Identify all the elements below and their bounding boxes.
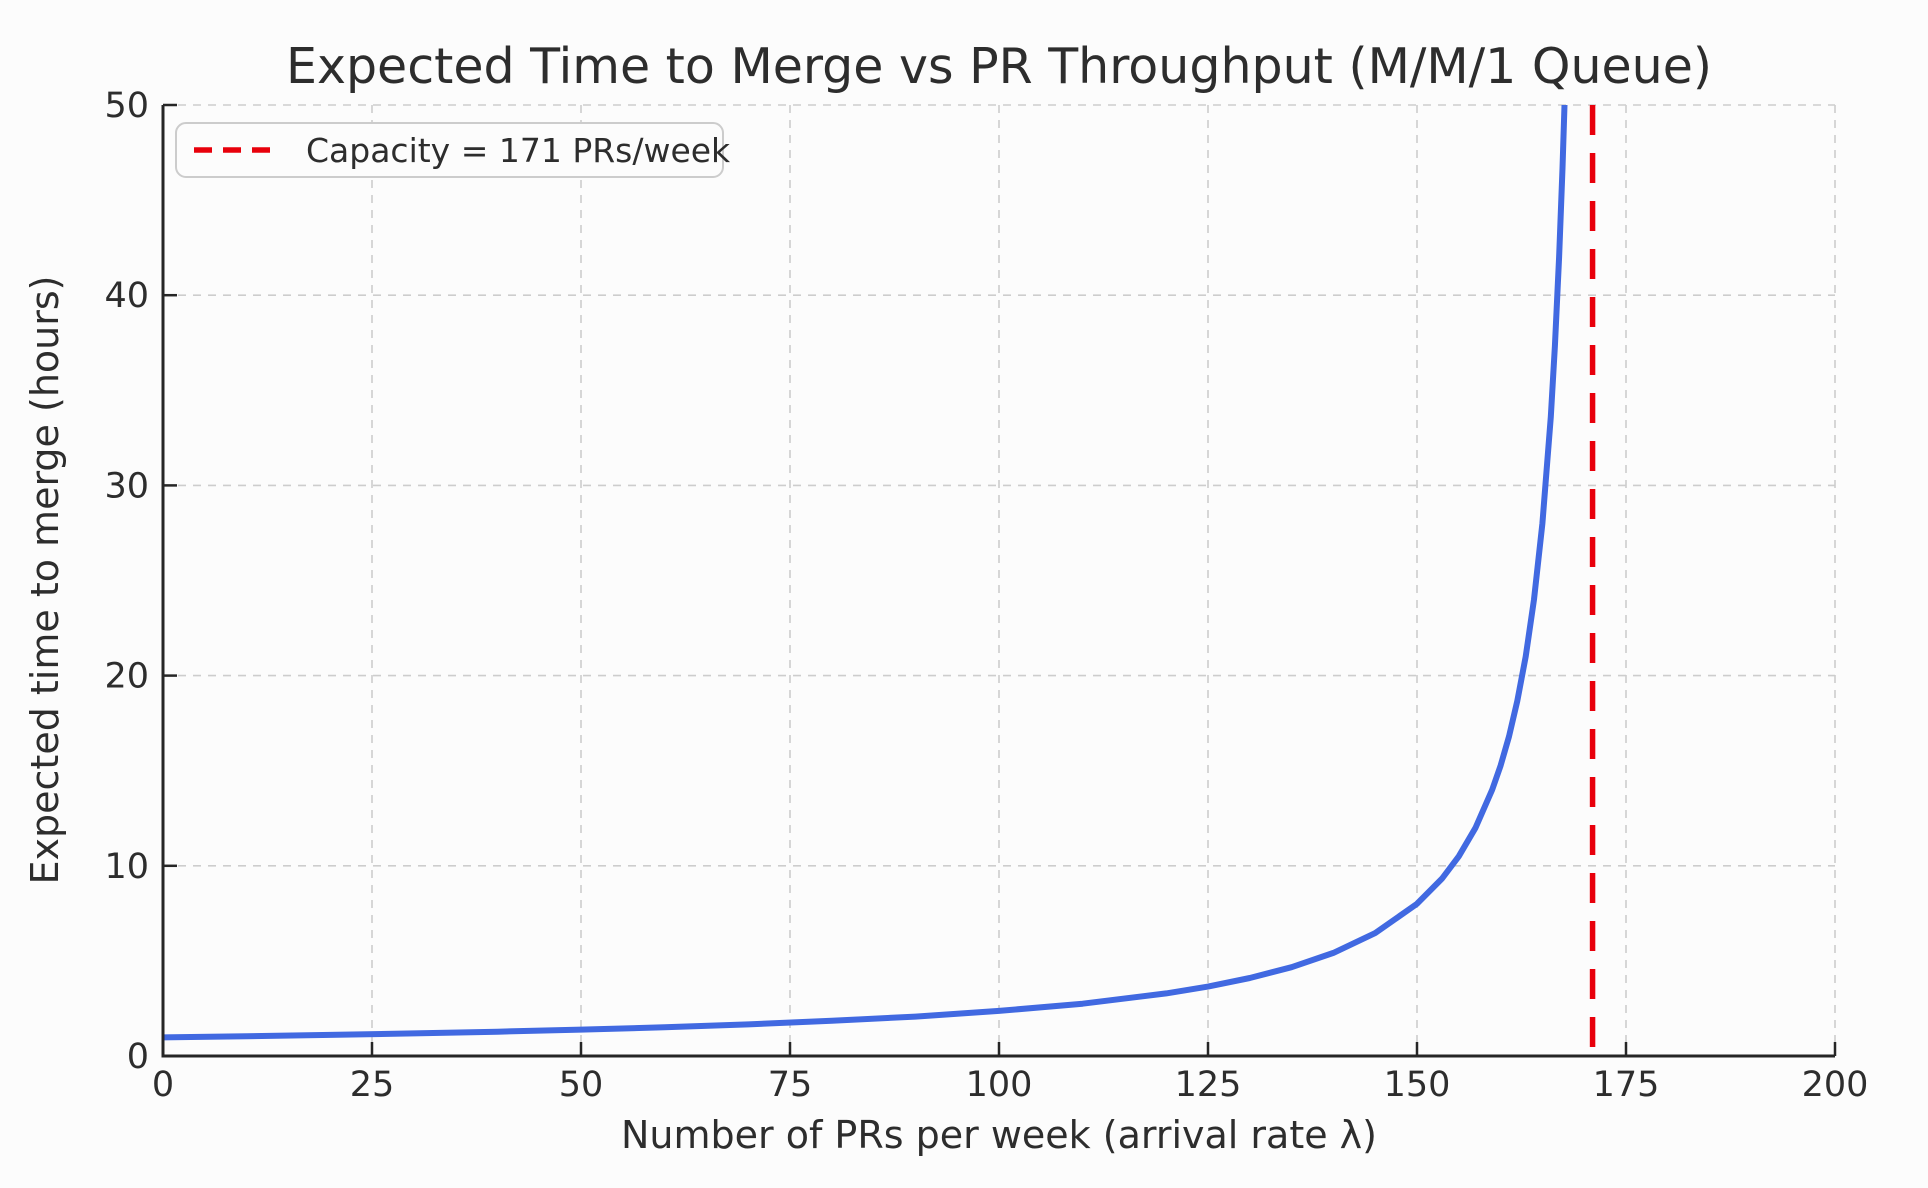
x-tick-label: 0 bbox=[152, 1065, 174, 1105]
tick-labels-layer: 0 25 50 75 100 125 150 175 200 0 10 20 30 40 50 bbox=[104, 86, 1868, 1105]
y-tick-label: 0 bbox=[127, 1037, 149, 1077]
y-tick-label: 10 bbox=[104, 847, 149, 887]
chart-title: Expected Time to Merge vs PR Throughput … bbox=[286, 38, 1712, 95]
x-tick-label: 200 bbox=[1802, 1065, 1869, 1105]
legend: Capacity = 171 PRs/week bbox=[175, 122, 731, 178]
x-tick-label: 50 bbox=[559, 1065, 604, 1105]
y-axis-label: Expected time to merge (hours) bbox=[23, 276, 67, 885]
axes-layer bbox=[161, 103, 1837, 1058]
series-layer bbox=[163, 105, 1568, 1041]
merge-time-curve bbox=[163, 105, 1568, 1041]
gridlines bbox=[163, 104, 1836, 1056]
x-tick-label: 125 bbox=[1175, 1065, 1242, 1105]
legend-box bbox=[175, 122, 724, 178]
y-tick-label: 20 bbox=[104, 657, 149, 697]
x-axis-label: Number of PRs per week (arrival rate λ) bbox=[621, 1113, 1377, 1157]
x-tick-label: 100 bbox=[966, 1065, 1033, 1105]
y-tick-label: 50 bbox=[104, 86, 149, 126]
y-tick-label: 30 bbox=[104, 466, 149, 506]
legend-label: Capacity = 171 PRs/week bbox=[306, 131, 731, 170]
x-tick-label: 25 bbox=[350, 1065, 395, 1105]
x-tick-label: 150 bbox=[1384, 1065, 1451, 1105]
y-tick-label: 40 bbox=[104, 276, 149, 316]
x-tick-label: 75 bbox=[768, 1065, 813, 1105]
x-tick-label: 175 bbox=[1593, 1065, 1660, 1105]
